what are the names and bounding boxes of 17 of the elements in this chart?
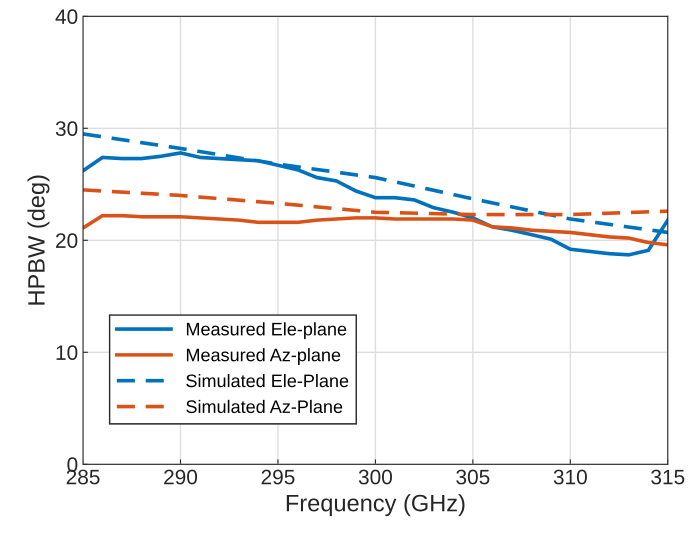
x-tick-label: 285 <box>66 470 100 484</box>
x-tick-label: 315 <box>651 470 684 484</box>
legend-label: Simulated Az-Plane <box>186 400 342 414</box>
x-tick-label: 290 <box>164 470 198 484</box>
y-tick-label: 30 <box>56 121 78 136</box>
x-axis-title: Frequency (GHz) <box>286 494 464 516</box>
x-tick-label: 295 <box>262 470 294 484</box>
legend-label: Measured Ele-plane <box>186 322 346 340</box>
legend-label: Simulated Ele-Plane <box>186 374 348 388</box>
y-tick-label: 40 <box>55 9 78 24</box>
x-tick-label: 310 <box>554 470 587 484</box>
x-tick-label: 305 <box>456 470 490 484</box>
x-tick-label: 300 <box>358 470 392 484</box>
y-axis-title: HPBW (deg) <box>27 175 50 305</box>
legend-label: Measured Az-plane <box>186 348 340 365</box>
y-tick-label: 10 <box>56 345 78 360</box>
y-tick-label: 20 <box>56 233 78 248</box>
